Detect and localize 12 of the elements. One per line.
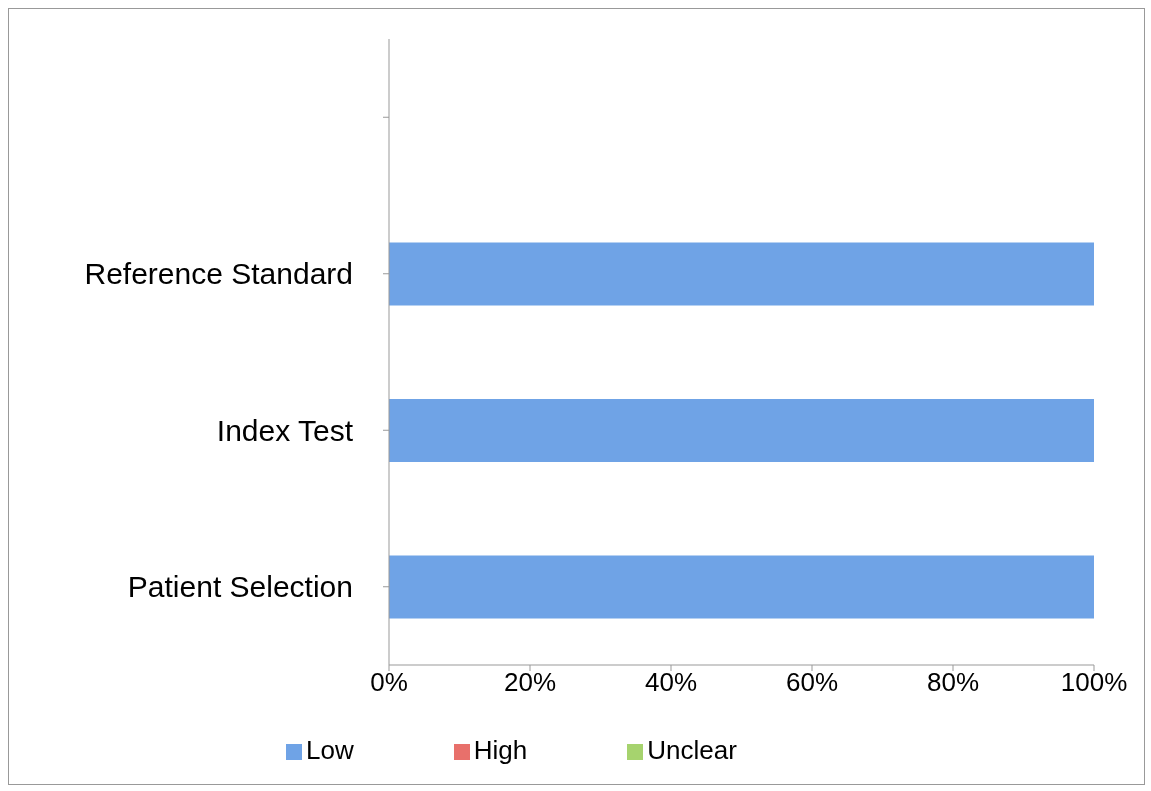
legend-label: High (473, 735, 528, 765)
y-tick-label: Reference Standard (84, 257, 353, 291)
y-tick-label: Index Test (216, 413, 354, 447)
x-tick-label: 40% (644, 667, 698, 698)
x-tick-label: 100% (1060, 667, 1128, 698)
y-tick-label: Patient Selection (127, 570, 353, 604)
x-tick-label: 0% (370, 667, 408, 698)
x-tick-label: 20% (503, 667, 557, 698)
legend-label: Unclear (647, 735, 737, 765)
x-tick-label: 60% (785, 667, 839, 698)
legend-label: Low (306, 735, 354, 765)
x-tick-label: 80% (926, 667, 980, 698)
